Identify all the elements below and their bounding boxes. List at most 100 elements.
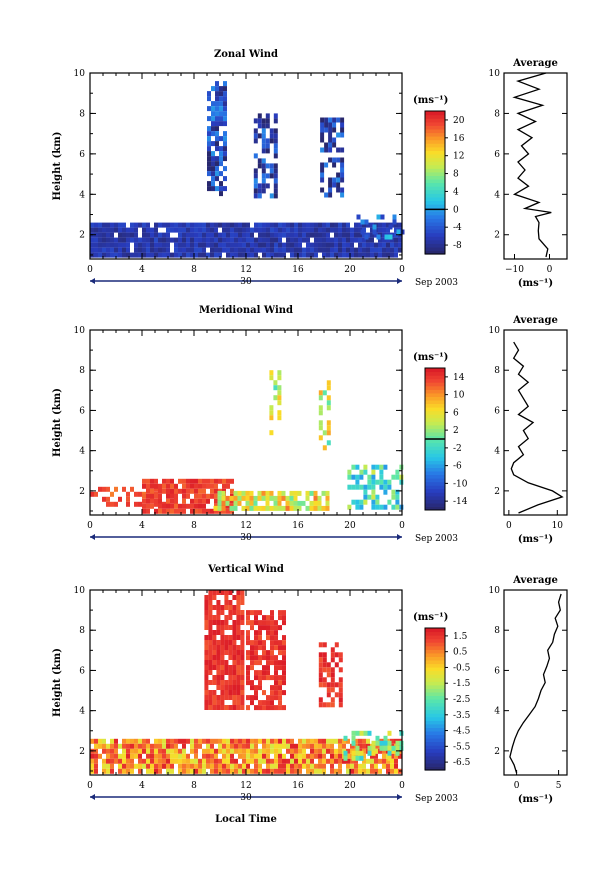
heatmap-cell bbox=[241, 505, 246, 511]
heatmap-cell bbox=[382, 247, 386, 253]
heatmap-cell bbox=[340, 162, 345, 168]
heatmap-cell bbox=[265, 113, 270, 119]
heatmap-cell bbox=[347, 469, 352, 475]
heatmap-cell bbox=[359, 750, 364, 756]
heatmap-cell bbox=[234, 758, 238, 764]
heatmap-cell bbox=[354, 768, 358, 774]
heatmap-cell bbox=[394, 247, 398, 253]
average-y-tick-label: 10 bbox=[489, 586, 501, 596]
heatmap-cell bbox=[387, 484, 392, 490]
heatmap-cell bbox=[282, 252, 286, 258]
colorbar-tick-label: -5.5 bbox=[453, 742, 471, 752]
heatmap-cell bbox=[388, 234, 393, 240]
heatmap-cell bbox=[254, 237, 258, 243]
heatmap-cell bbox=[106, 763, 110, 769]
heatmap-cell bbox=[314, 743, 318, 749]
heatmap-cell bbox=[270, 630, 274, 636]
heatmap-cell bbox=[118, 222, 122, 228]
heatmap-cell bbox=[110, 232, 114, 238]
date-bar-arrow bbox=[397, 794, 402, 800]
colorbar-swatch bbox=[425, 368, 445, 373]
heatmap-cell bbox=[302, 753, 306, 759]
heatmap-cell bbox=[240, 590, 245, 595]
heatmap-cell bbox=[174, 247, 178, 253]
heatmap-cell bbox=[224, 600, 229, 605]
heatmap-cell bbox=[204, 625, 209, 630]
y-tick-label: 2 bbox=[79, 747, 85, 757]
heatmap-cell bbox=[210, 748, 214, 754]
heatmap-cell bbox=[229, 505, 234, 511]
heatmap-cell bbox=[261, 133, 266, 139]
heatmap-cell bbox=[362, 738, 366, 744]
heatmap-cell bbox=[326, 440, 331, 446]
heatmap-cell bbox=[274, 222, 278, 228]
heatmap-cell bbox=[270, 655, 274, 661]
heatmap-cell bbox=[224, 640, 229, 645]
heatmap-cell bbox=[215, 111, 219, 117]
colorbar-swatch bbox=[425, 385, 445, 390]
heatmap-cell bbox=[270, 748, 274, 754]
heatmap-cell bbox=[336, 117, 341, 123]
heatmap-cell bbox=[130, 768, 134, 774]
heatmap-cell bbox=[326, 222, 330, 228]
heatmap-cell bbox=[326, 743, 330, 749]
heatmap-cell bbox=[270, 700, 274, 706]
heatmap-cell bbox=[223, 86, 227, 92]
heatmap-cell bbox=[250, 242, 254, 248]
heatmap-cell bbox=[285, 495, 290, 501]
heatmap-cell bbox=[395, 740, 400, 746]
heatmap-cell bbox=[246, 232, 250, 238]
colorbar-swatch bbox=[425, 382, 445, 387]
heatmap-cell bbox=[298, 232, 302, 238]
heatmap-cell bbox=[346, 768, 350, 774]
heatmap-cell bbox=[211, 106, 215, 112]
heatmap-cell bbox=[228, 610, 233, 615]
heatmap-cell bbox=[202, 227, 206, 233]
colorbar-swatch bbox=[425, 132, 445, 137]
heatmap-cell bbox=[270, 743, 274, 749]
heatmap-cell bbox=[146, 763, 150, 769]
x-tick-label: 20 bbox=[344, 265, 356, 275]
heatmap-cell bbox=[122, 763, 126, 769]
heatmap-cell bbox=[338, 748, 342, 754]
heatmap-cell bbox=[261, 490, 266, 496]
heatmap-cell bbox=[258, 680, 262, 686]
colorbar-swatch bbox=[425, 762, 445, 767]
colorbar-swatch bbox=[425, 157, 445, 162]
heatmap-cell bbox=[94, 242, 98, 248]
heatmap-cell bbox=[215, 126, 219, 132]
heatmap-cell bbox=[194, 508, 198, 514]
heatmap-cell bbox=[182, 232, 186, 238]
heatmap-cell bbox=[138, 501, 142, 507]
heatmap-cell bbox=[238, 247, 242, 253]
heatmap-cell bbox=[237, 495, 242, 501]
heatmap-cell bbox=[262, 670, 266, 676]
heatmap-cell bbox=[378, 748, 382, 754]
heatmap-cell bbox=[322, 677, 327, 683]
heatmap-cell bbox=[246, 675, 250, 681]
colorbar-swatch bbox=[425, 670, 445, 675]
heatmap-cell bbox=[330, 743, 334, 749]
heatmap-cell bbox=[322, 743, 326, 749]
heatmap-cell bbox=[204, 700, 209, 705]
colorbar-swatch bbox=[425, 371, 445, 376]
heatmap-cell bbox=[343, 755, 348, 761]
heatmap-cell bbox=[90, 763, 94, 769]
heatmap-cell bbox=[240, 630, 245, 635]
heatmap-cell bbox=[386, 237, 390, 243]
colorbar-swatch bbox=[425, 663, 445, 668]
heatmap-cell bbox=[218, 252, 222, 258]
average-y-tick-label: 8 bbox=[494, 109, 500, 119]
heatmap-cell bbox=[257, 193, 262, 199]
heatmap-cell bbox=[170, 503, 174, 509]
heatmap-cell bbox=[190, 227, 194, 233]
heatmap-cell bbox=[320, 127, 325, 133]
heatmap-cell bbox=[236, 695, 241, 700]
heatmap-cell bbox=[228, 705, 233, 710]
heatmap-cell bbox=[278, 222, 282, 228]
heatmap-cell bbox=[298, 758, 302, 764]
heatmap-cell bbox=[210, 738, 214, 744]
heatmap-cell bbox=[166, 483, 170, 489]
heatmap-cell bbox=[162, 738, 166, 744]
heatmap-cell bbox=[351, 750, 356, 756]
